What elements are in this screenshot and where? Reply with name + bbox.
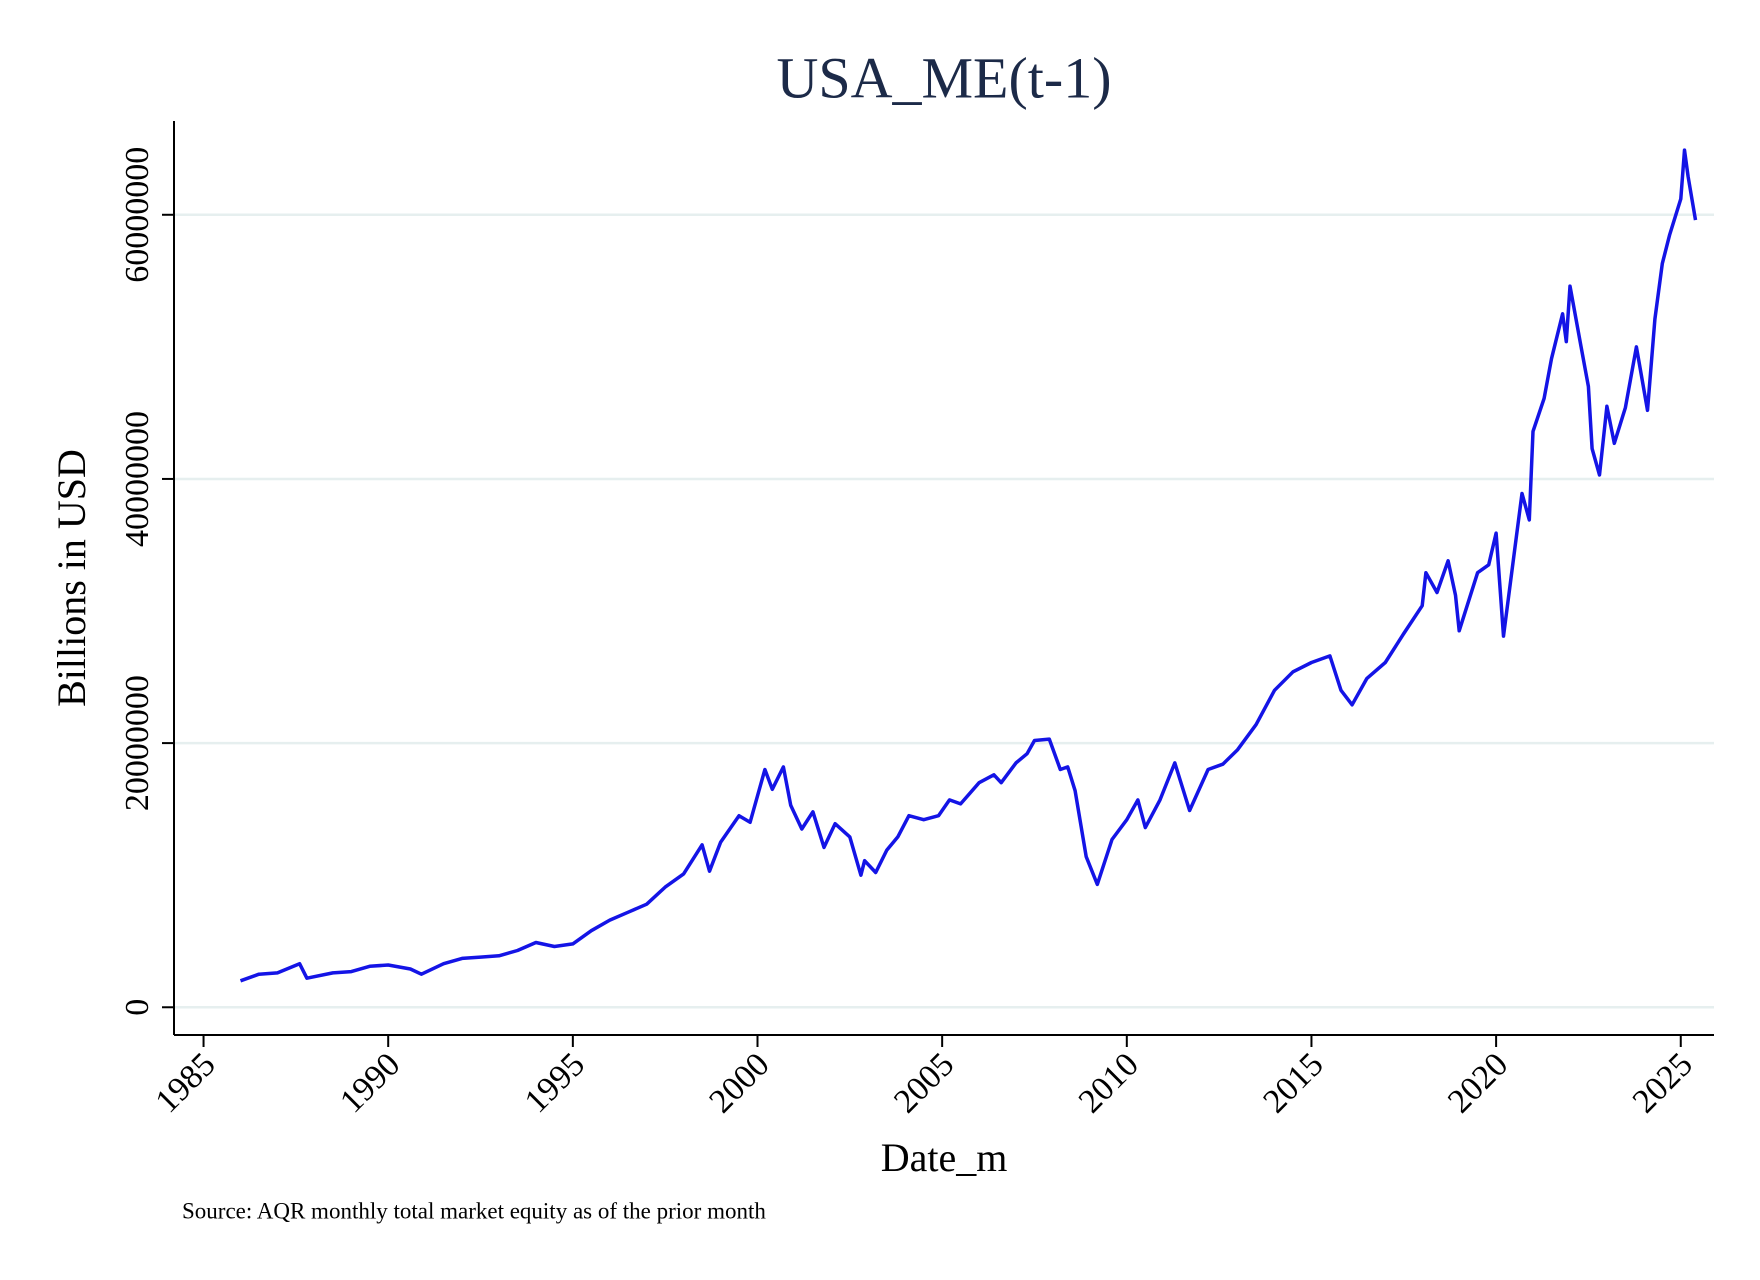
y-tick-label: 40000000 (119, 411, 156, 547)
y-axis-label: Billions in USD (49, 449, 94, 707)
x-tick-label: 2015 (1256, 1046, 1330, 1120)
x-tick-label: 1995 (518, 1046, 592, 1120)
x-tick-label: 2025 (1626, 1046, 1700, 1120)
x-tick-label: 1985 (148, 1046, 222, 1120)
data-line (239, 148, 1698, 983)
x-tick-label: 2020 (1441, 1046, 1515, 1120)
x-tick-label: 2010 (1072, 1046, 1146, 1120)
y-tick-label: 60000000 (119, 147, 156, 283)
chart-title: USA_ME(t-1) (776, 45, 1111, 110)
x-axis-label: Date_m (881, 1135, 1008, 1180)
x-tick-label: 2005 (887, 1046, 961, 1120)
y-tick-label: 20000000 (119, 675, 156, 811)
x-tick-label: 2000 (702, 1046, 776, 1120)
y-tick-label: 0 (119, 999, 156, 1016)
x-tick-label: 1990 (333, 1046, 407, 1120)
source-note: Source: AQR monthly total market equity … (182, 1198, 766, 1223)
